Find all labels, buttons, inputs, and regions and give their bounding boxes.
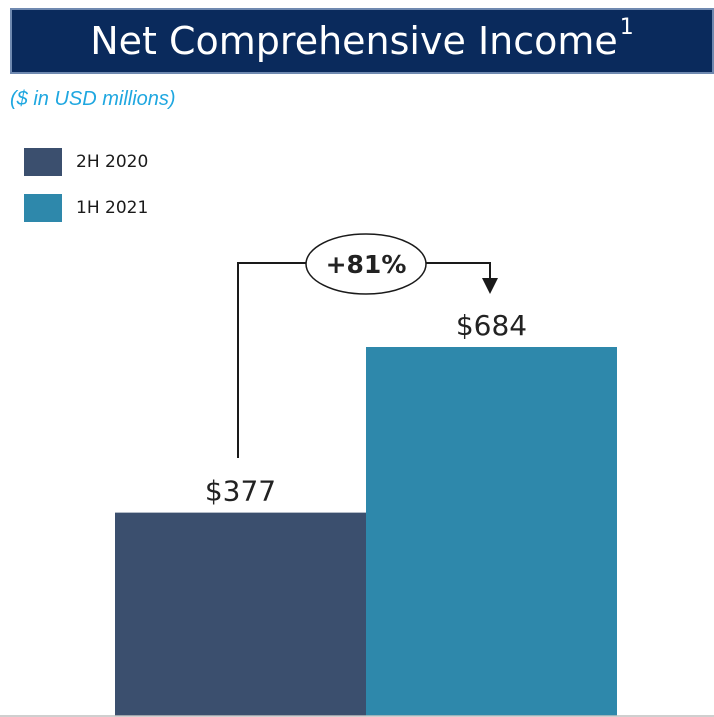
title-banner: Net Comprehensive Income 1 bbox=[10, 8, 714, 74]
bar-2h-2020 bbox=[115, 512, 366, 716]
bar-1h-2021 bbox=[366, 347, 617, 716]
units-subtitle: ($ in USD millions) bbox=[10, 88, 176, 110]
page-title: Net Comprehensive Income bbox=[90, 19, 618, 63]
legend-item-2h-2020: 2H 2020 bbox=[24, 148, 148, 176]
legend-swatch-2h-2020 bbox=[24, 148, 62, 176]
legend-label-1h-2021: 1H 2021 bbox=[76, 198, 149, 218]
legend-label-2h-2020: 2H 2020 bbox=[76, 152, 149, 172]
growth-arrowhead-icon bbox=[482, 278, 498, 294]
legend-swatch-1h-2021 bbox=[24, 194, 62, 222]
growth-connector-right bbox=[426, 262, 491, 280]
title-footnote-marker: 1 bbox=[619, 14, 634, 40]
growth-callout-oval bbox=[305, 233, 427, 295]
value-label-2h-2020: $377 bbox=[205, 475, 276, 508]
growth-connector-left bbox=[237, 262, 306, 458]
chart-legend: 2H 2020 1H 2021 bbox=[24, 148, 148, 240]
growth-percent-label: +81% bbox=[326, 250, 407, 279]
legend-item-1h-2021: 1H 2021 bbox=[24, 194, 148, 222]
value-label-1h-2021: $684 bbox=[456, 309, 527, 342]
